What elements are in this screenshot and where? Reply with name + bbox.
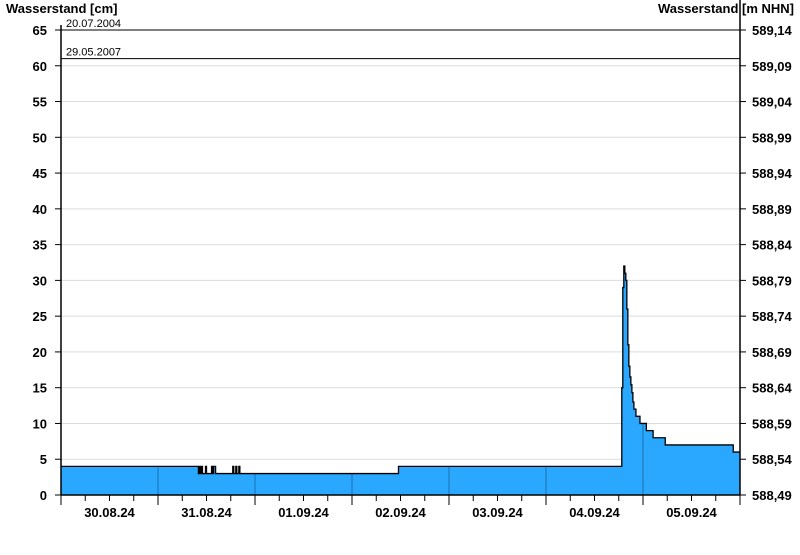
y-tick-label: 10 [33, 416, 47, 431]
x-tick-label: 30.08.24 [84, 505, 135, 520]
y-right-tick-label: 588,84 [752, 238, 793, 253]
y-tick-label: 55 [33, 95, 47, 110]
y-tick-label: 30 [33, 273, 47, 288]
y-tick-label: 0 [40, 488, 47, 503]
x-tick-label: 02.09.24 [375, 505, 426, 520]
reference-line-label: 20.07.2004 [66, 18, 121, 30]
y-tick-label: 5 [40, 452, 47, 467]
x-tick-label: 04.09.24 [569, 505, 620, 520]
y-tick-label: 45 [33, 166, 47, 181]
y-right-tick-label: 588,89 [752, 202, 792, 217]
x-tick-label: 03.09.24 [472, 505, 523, 520]
y-right-tick-label: 588,54 [752, 452, 793, 467]
right-axis-title: Wasserstand [m NHN] [658, 1, 794, 16]
y-right-tick-label: 588,74 [752, 309, 793, 324]
y-tick-label: 35 [33, 238, 47, 253]
y-tick-label: 60 [33, 59, 47, 74]
y-right-tick-label: 588,64 [752, 381, 793, 396]
reference-line-label: 29.05.2007 [66, 47, 121, 59]
y-right-tick-label: 589,09 [752, 59, 792, 74]
y-right-tick-label: 589,14 [752, 23, 793, 38]
y-tick-label: 25 [33, 309, 47, 324]
water-level-area [61, 266, 740, 495]
x-tick-label: 31.08.24 [181, 505, 232, 520]
y-right-tick-label: 588,59 [752, 416, 792, 431]
y-tick-label: 40 [33, 202, 47, 217]
x-tick-label: 01.09.24 [278, 505, 329, 520]
y-right-tick-label: 588,79 [752, 273, 792, 288]
y-right-tick-label: 588,94 [752, 166, 793, 181]
y-right-tick-label: 588,69 [752, 345, 792, 360]
y-tick-label: 20 [33, 345, 47, 360]
y-right-tick-label: 588,49 [752, 488, 792, 503]
y-right-tick-label: 588,99 [752, 130, 792, 145]
y-tick-label: 50 [33, 130, 47, 145]
y-tick-label: 15 [33, 381, 47, 396]
x-tick-label: 05.09.24 [666, 505, 717, 520]
y-tick-label: 65 [33, 23, 47, 38]
left-axis-title: Wasserstand [cm] [6, 1, 118, 16]
water-level-line [61, 265, 740, 475]
y-right-tick-label: 589,04 [752, 95, 793, 110]
